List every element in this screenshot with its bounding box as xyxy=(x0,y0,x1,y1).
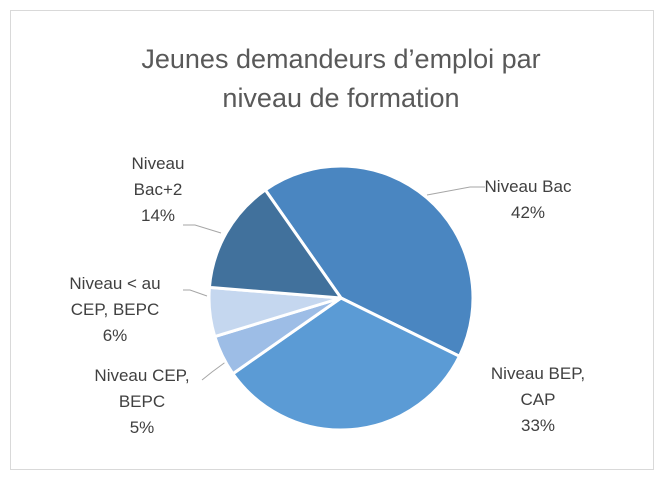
slice-label: Niveau BEP, CAP 33% xyxy=(478,361,598,439)
pie-slice xyxy=(231,296,461,432)
chart-frame xyxy=(10,10,654,470)
leader-line xyxy=(183,289,208,297)
value-label: 14% xyxy=(140,206,176,225)
pie-slice xyxy=(263,164,475,358)
leader-line xyxy=(426,186,485,196)
category-label: Niveau Bac+2 xyxy=(131,154,185,199)
value-label: 6% xyxy=(102,326,128,345)
category-label: Niveau Bac xyxy=(484,177,572,196)
category-label: Niveau BEP, CAP xyxy=(490,364,586,409)
category-label: Niveau < au CEP, BEPC xyxy=(69,274,161,319)
value-label: 33% xyxy=(520,416,556,435)
pie-slice xyxy=(207,188,343,300)
category-label: Niveau CEP, BEPC xyxy=(94,366,190,411)
leader-line xyxy=(183,224,222,234)
slice-label: Niveau CEP, BEPC 5% xyxy=(77,363,207,441)
slice-label: Niveau Bac 42% xyxy=(473,174,583,226)
slice-label: Niveau < au CEP, BEPC 6% xyxy=(55,271,175,349)
value-label: 5% xyxy=(129,418,155,437)
value-label: 42% xyxy=(510,203,546,222)
chart-title: Jeunes demandeurs d’emploi par niveau de… xyxy=(141,44,541,113)
slice-label: Niveau Bac+2 14% xyxy=(118,151,198,229)
